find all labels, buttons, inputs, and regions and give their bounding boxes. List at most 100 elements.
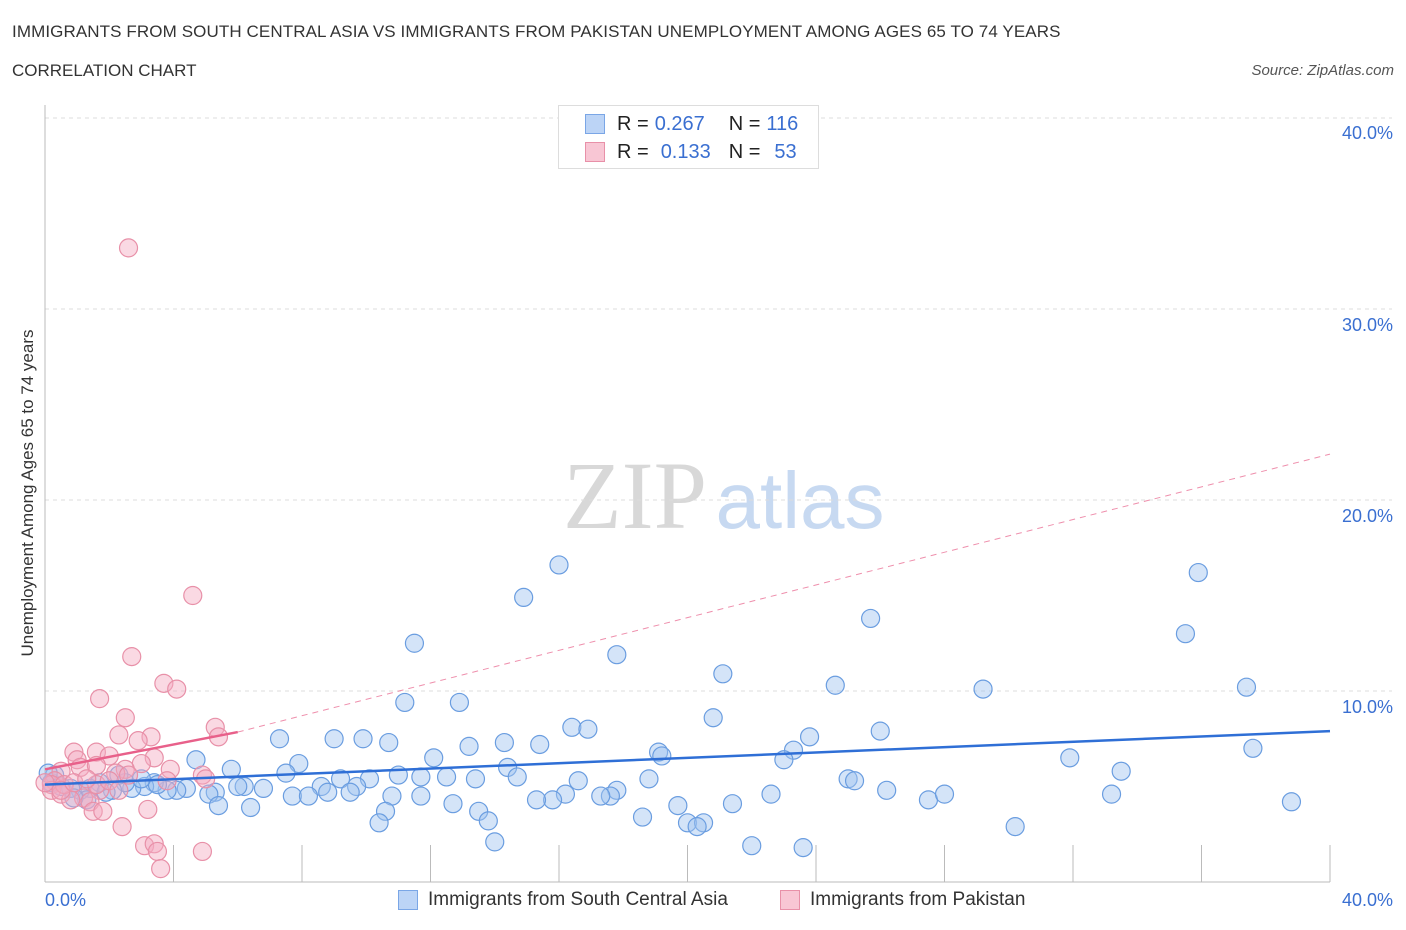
pakistan-point [151, 859, 171, 879]
south-central-asia-point [131, 769, 151, 789]
south-central-asia-point [677, 813, 698, 833]
south-central-asia-point [324, 729, 344, 749]
south-central-asia-point [1188, 562, 1208, 583]
south-central-asia-point [485, 832, 505, 852]
south-central-asia-point [424, 748, 444, 768]
south-central-asia-point [713, 664, 733, 684]
south-central-asia-point [568, 771, 588, 791]
y-axis-label: Unemployment Among Ages 65 to 74 years [18, 329, 37, 657]
pakistan-point [115, 708, 135, 728]
south-central-asia-point [330, 769, 351, 789]
south-central-asia-point [632, 807, 653, 827]
pakistan-point [109, 725, 129, 745]
pink-swatch [780, 890, 800, 910]
south-central-asia-point [722, 794, 743, 814]
pakistan-trendline-extrapolated [237, 453, 1331, 733]
south-central-asia-point [703, 708, 723, 728]
pakistan-point [122, 647, 142, 667]
n-label: N = [728, 140, 761, 163]
pakistan-point [86, 742, 107, 762]
pakistan-point [118, 765, 139, 785]
pakistan-point [147, 841, 168, 862]
blue-swatch [398, 890, 418, 910]
pakistan-point [192, 841, 213, 862]
south-central-asia-point [208, 795, 229, 816]
south-central-asia-point [600, 786, 621, 806]
south-central-asia-point [934, 784, 955, 804]
south-central-asia-point [318, 782, 338, 802]
south-central-asia-point [443, 794, 463, 814]
south-central-asia-point [1175, 624, 1196, 644]
legend-item-pakistan[interactable]: Immigrants from Pakistan [780, 889, 1025, 911]
south-central-asia-point [687, 817, 707, 837]
x-tick-label: 0.0% [45, 890, 87, 910]
blue-swatch [585, 114, 605, 134]
south-central-asia-point [825, 675, 845, 695]
south-central-asia-point [340, 782, 360, 802]
south-central-asia-point [562, 717, 582, 737]
n-value: 53 [774, 140, 797, 163]
south-central-asia-point [253, 778, 274, 799]
south-central-asia-point [375, 801, 396, 821]
south-central-asia-point [507, 767, 527, 787]
south-central-asia-point [369, 813, 389, 833]
south-central-asia-point [877, 780, 897, 800]
south-central-asia-point [607, 645, 627, 665]
south-central-asia-point [799, 727, 820, 747]
legend-label: Immigrants from South Central Asia [428, 889, 728, 910]
south-central-asia-point [639, 769, 659, 789]
pink-swatch [585, 142, 605, 162]
legend-item-south-central-asia[interactable]: Immigrants from South Central Asia [398, 889, 728, 911]
south-central-asia-point [241, 797, 261, 818]
pakistan-trendline [44, 730, 238, 771]
south-central-asia-point [1060, 748, 1080, 768]
pakistan-point [167, 679, 187, 699]
south-central-asia-trendline [44, 729, 1331, 786]
pakistan-point [115, 759, 135, 779]
n-value: 116 [766, 112, 799, 135]
r-label: R = [617, 140, 649, 163]
pakistan-point [183, 585, 203, 606]
south-central-asia-point [1005, 817, 1025, 837]
r-value: 0.267 [654, 112, 705, 135]
y-tick-label: 30.0% [1341, 315, 1393, 335]
pakistan-point [83, 801, 103, 821]
south-central-asia-point [530, 734, 550, 755]
y-tick-label: 40.0% [1341, 123, 1393, 143]
south-central-asia-point [494, 732, 514, 753]
pakistan-point [77, 769, 97, 789]
south-central-asia-point [221, 759, 241, 779]
south-central-asia-point [1236, 677, 1257, 697]
pakistan-point [128, 731, 148, 751]
south-central-asia-point [514, 587, 534, 608]
legend-row-south-central-asia: R = 0.267 N = 116 [585, 112, 798, 136]
pakistan-point [112, 817, 132, 837]
pakistan-point [138, 799, 158, 820]
south-central-asia-point [269, 729, 290, 749]
x-tick-label: 40.0% [1341, 890, 1393, 910]
source-label: Source: ZipAtlas.com [1251, 62, 1394, 79]
south-central-asia-point [411, 767, 431, 787]
south-central-asia-point [526, 790, 547, 810]
south-central-asia-point [436, 767, 457, 787]
watermark-zip: ZIP [563, 442, 707, 549]
south-central-asia-point [411, 786, 431, 806]
south-central-asia-point [1243, 738, 1263, 758]
south-central-asia-point [1111, 761, 1131, 781]
r-value: 0.133 [660, 140, 711, 163]
south-central-asia-point [289, 753, 309, 774]
south-central-asia-point [459, 736, 479, 756]
south-central-asia-point [973, 679, 993, 699]
south-central-asia-point [282, 786, 302, 806]
n-label: N = [728, 112, 761, 135]
y-tick-label: 20.0% [1341, 506, 1393, 526]
south-central-asia-point [861, 608, 881, 629]
r-label: R = [617, 112, 649, 135]
south-central-asia-point [379, 732, 399, 753]
south-central-asia-point [793, 838, 813, 858]
pakistan-point [35, 773, 55, 793]
south-central-asia-point [404, 633, 425, 653]
south-central-asia-point [298, 786, 319, 806]
